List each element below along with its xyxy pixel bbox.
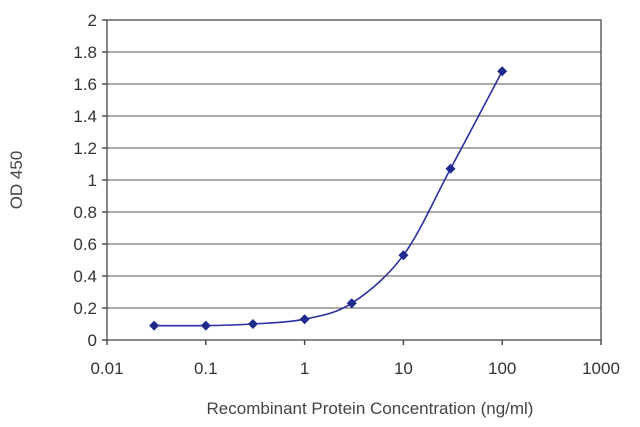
y-tick-label: 1.2: [73, 139, 97, 158]
x-axis-title: Recombinant Protein Concentration (ng/ml…: [207, 399, 534, 418]
y-tick-label: 0.6: [73, 235, 97, 254]
data-point-marker: [497, 66, 508, 77]
y-tick-label: 1.6: [73, 75, 97, 94]
x-tick-label: 0.01: [90, 359, 123, 378]
x-tick-label: 1: [300, 359, 309, 378]
y-tick-label: 2: [88, 11, 97, 30]
y-tick-label: 1: [88, 171, 97, 190]
y-tick-label: 1.4: [73, 107, 97, 126]
data-point-marker: [247, 319, 258, 329]
x-tick-label: 1000: [582, 359, 620, 378]
y-tick-label: 0.2: [73, 299, 97, 318]
data-point-marker: [200, 320, 211, 331]
data-point-marker: [346, 298, 357, 309]
data-point-marker: [299, 314, 310, 325]
gridlines: [107, 51, 601, 309]
data-point-marker: [149, 320, 160, 331]
y-tick-label: 1.8: [73, 43, 97, 62]
y-axis-title: OD 450: [7, 151, 26, 210]
data-point-marker: [398, 250, 409, 261]
series: [149, 66, 508, 331]
y-tick-label: 0.8: [73, 203, 97, 222]
y-tick-label: 0.4: [73, 267, 97, 286]
x-tick-label: 100: [488, 359, 516, 378]
axes: 0 0.2 0.4 0.6 0.8 1 1.2 1.4 1.6 1.8 2 0.01 0.1 1 10 100…: [73, 11, 620, 378]
x-tick-label: 0.1: [194, 359, 218, 378]
y-tick-label: 0: [88, 331, 97, 350]
x-tick-label: 10: [394, 359, 413, 378]
data-point-marker: [445, 163, 456, 174]
